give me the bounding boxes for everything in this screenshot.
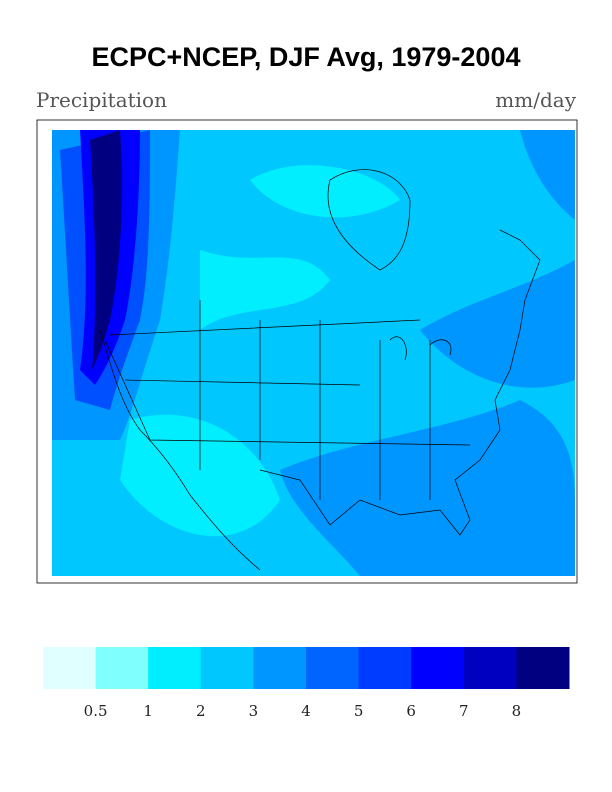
field-patch: [200, 250, 330, 330]
field-patch: [420, 260, 575, 388]
colorbar-box: [253, 647, 307, 689]
colorbar-box: [148, 647, 202, 689]
colorbar-tick-label: 7: [459, 702, 469, 720]
map: [52, 130, 575, 576]
colorbar-box: [411, 647, 465, 689]
colorbar-box: [200, 647, 254, 689]
colorbar-box: [306, 647, 360, 689]
state-borders: [104, 300, 471, 500]
left-label: Precipitation: [36, 88, 167, 112]
field-patch: [280, 400, 575, 576]
coastline: [99, 229, 541, 571]
colorbar-tick-label: 2: [196, 702, 206, 720]
colorbar-box: [358, 647, 412, 689]
colorbar-tick-label: 1: [143, 702, 153, 720]
field-patch: [90, 130, 122, 370]
colorbar-tick-label: 5: [354, 702, 364, 720]
colorbar-tick-label: 0.5: [84, 702, 108, 720]
colorbar: 0.5 1 2 3 4 5 6 7 8: [43, 647, 570, 720]
title: ECPC+NCEP, DJF Avg, 1979-2004: [92, 42, 521, 72]
colorbar-box: [516, 647, 570, 689]
field-patch: [520, 130, 575, 220]
colorbar-tick-label: 4: [301, 702, 311, 720]
colorbar-box: [43, 647, 97, 689]
hudson-bay: [327, 169, 411, 271]
colorbar-tick-label: 6: [406, 702, 416, 720]
colorbar-box: [95, 647, 149, 689]
right-label: mm/day: [495, 88, 576, 112]
colorbar-box: [463, 647, 517, 689]
field-patch: [250, 165, 400, 218]
great-lakes: [389, 336, 452, 361]
colorbar-tick-label: 3: [249, 702, 259, 720]
colorbar-tick-label: 8: [512, 702, 522, 720]
field-patch: [120, 414, 280, 537]
